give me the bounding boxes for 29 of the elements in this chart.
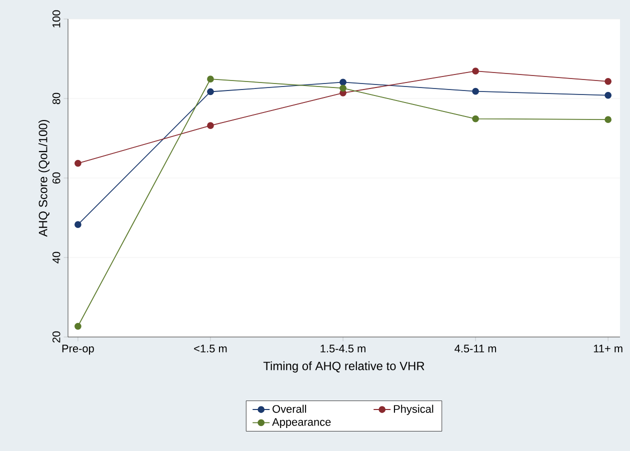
point <box>340 78 346 86</box>
point <box>472 88 479 95</box>
x-tick-label: Pre-op <box>62 344 94 355</box>
x-tick-label: 1.5-4.5 m <box>320 344 366 352</box>
point <box>74 322 82 330</box>
y-tick-label: 80 <box>52 92 60 104</box>
point <box>74 160 82 167</box>
point <box>207 88 214 96</box>
x-axis-title: Timing of AHQ relative to VHR <box>263 361 424 373</box>
point <box>207 122 214 129</box>
legend-label: Physical <box>394 404 434 415</box>
point <box>604 116 612 124</box>
point <box>340 84 346 92</box>
point <box>74 221 82 228</box>
y-tick-label: 20 <box>52 331 60 343</box>
point <box>604 78 612 85</box>
y-tick-label: 40 <box>52 252 60 264</box>
y-axis-title: AHQ Score (QoL/100) <box>38 120 50 237</box>
point <box>207 76 214 82</box>
point <box>604 92 612 99</box>
legend-label: Overall <box>272 404 306 413</box>
y-tick-label: 60 <box>52 172 60 184</box>
y-tick-label: 100 <box>52 10 60 28</box>
x-tick-label: 4.5-11 m <box>454 344 496 352</box>
x-tick-label: 11+ m <box>594 344 622 352</box>
point <box>472 115 479 122</box>
x-tick-label: <1.5 m <box>194 344 227 352</box>
point <box>472 68 479 75</box>
legend-label: Appearance <box>272 418 331 428</box>
